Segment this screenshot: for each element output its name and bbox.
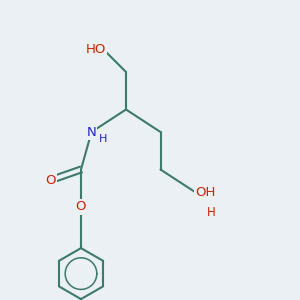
Text: O: O (46, 173, 56, 187)
Text: N: N (87, 125, 96, 139)
Text: H: H (99, 134, 107, 144)
Text: H: H (207, 206, 216, 220)
Text: OH: OH (195, 185, 215, 199)
Text: O: O (76, 200, 86, 214)
Text: HO: HO (86, 43, 106, 56)
